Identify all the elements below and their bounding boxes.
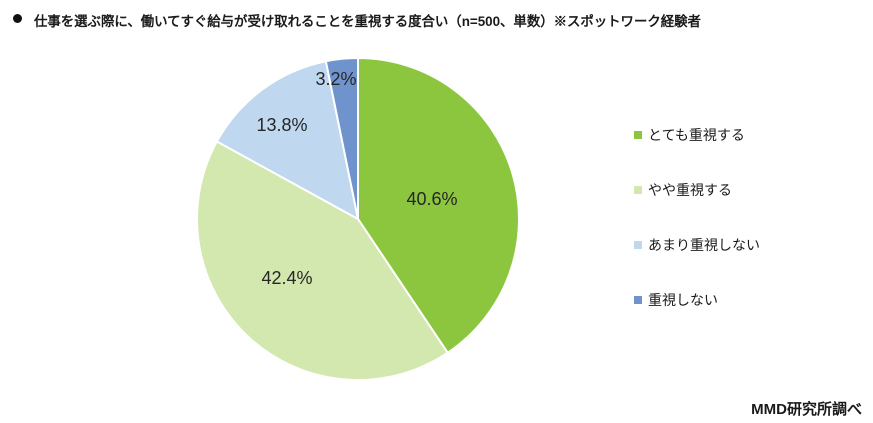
svg-text:42.4%: 42.4% — [261, 268, 312, 288]
svg-text:13.8%: 13.8% — [256, 115, 307, 135]
svg-text:40.6%: 40.6% — [406, 189, 457, 209]
svg-text:3.2%: 3.2% — [315, 69, 356, 89]
